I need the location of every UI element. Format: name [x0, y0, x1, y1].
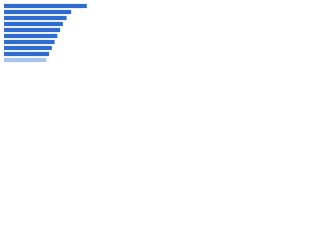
bar [4, 21, 63, 27]
bar [4, 45, 52, 51]
bar [4, 33, 58, 39]
bar [4, 57, 47, 63]
bar [4, 51, 50, 57]
page: (() => { const data = JSON.parse(documen… [0, 0, 320, 71]
chart [0, 0, 100, 71]
bar [4, 39, 55, 45]
bar [4, 9, 72, 15]
bar [4, 15, 67, 21]
bar [4, 27, 61, 33]
bar [4, 3, 87, 9]
